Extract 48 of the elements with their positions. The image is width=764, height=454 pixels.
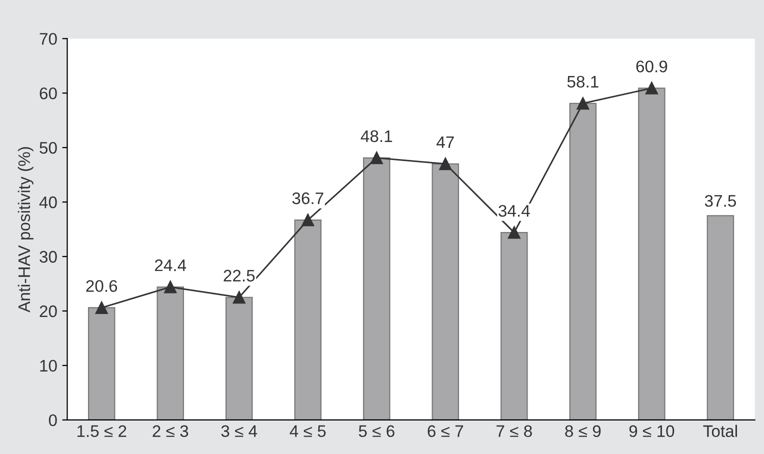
x-tick-label: 7 ≤ 8 [496, 425, 532, 438]
point [232, 291, 246, 304]
y-tick-label: 20 [40, 305, 57, 318]
data-label: 37.5 [704, 195, 736, 207]
bar [500, 232, 528, 420]
data-label: 47 [436, 136, 454, 148]
x-tick-label: 9 ≤ 10 [629, 425, 674, 438]
data-label: 58.1 [567, 76, 598, 88]
y-tick-label: 50 [40, 142, 57, 154]
y-tick-label: 10 [40, 360, 57, 372]
bar [294, 219, 322, 420]
point [439, 158, 452, 170]
point [645, 82, 658, 94]
y-tick-label: 40 [39, 196, 57, 208]
point [95, 301, 108, 314]
x-tick-label: 8 ≤ 9 [565, 425, 601, 438]
y-tick-label: 70 [40, 32, 57, 45]
bar [156, 286, 184, 420]
point [302, 214, 314, 226]
bar [569, 102, 597, 420]
y-tick-label: 0 [48, 414, 57, 426]
x-tick-label: 5 ≤ 6 [358, 425, 394, 438]
y-tick-label: 60 [40, 87, 57, 100]
data-label: 22.5 [224, 270, 255, 282]
bar [226, 296, 253, 420]
x-tick-label: 2 ≤ 3 [152, 425, 188, 438]
data-label: 24.4 [154, 259, 186, 272]
y-tick-label: 30 [40, 250, 57, 263]
bar [88, 307, 116, 420]
x-tick-label: 1.5 ≤ 2 [77, 425, 126, 438]
data-label: 48.1 [360, 130, 392, 142]
x-tick-label: Total [703, 424, 737, 438]
bar [363, 157, 390, 420]
x-tick-label: 3 ≤ 4 [221, 425, 258, 438]
data-label: 34.4 [498, 204, 530, 217]
y-axis-title: Anti-HAV positivity (%) [18, 147, 34, 312]
point [164, 280, 177, 294]
data-label: 20.6 [86, 280, 118, 292]
bar [432, 163, 460, 420]
data-label: 60.9 [636, 60, 668, 72]
point [370, 152, 383, 164]
x-tick-label: 4 ≤ 5 [290, 425, 326, 438]
point [508, 226, 520, 239]
data-label: 36.7 [292, 192, 324, 204]
bar [706, 215, 734, 420]
x-tick-label: 6 ≤ 7 [428, 425, 464, 438]
point [576, 97, 590, 110]
bar [638, 88, 666, 420]
